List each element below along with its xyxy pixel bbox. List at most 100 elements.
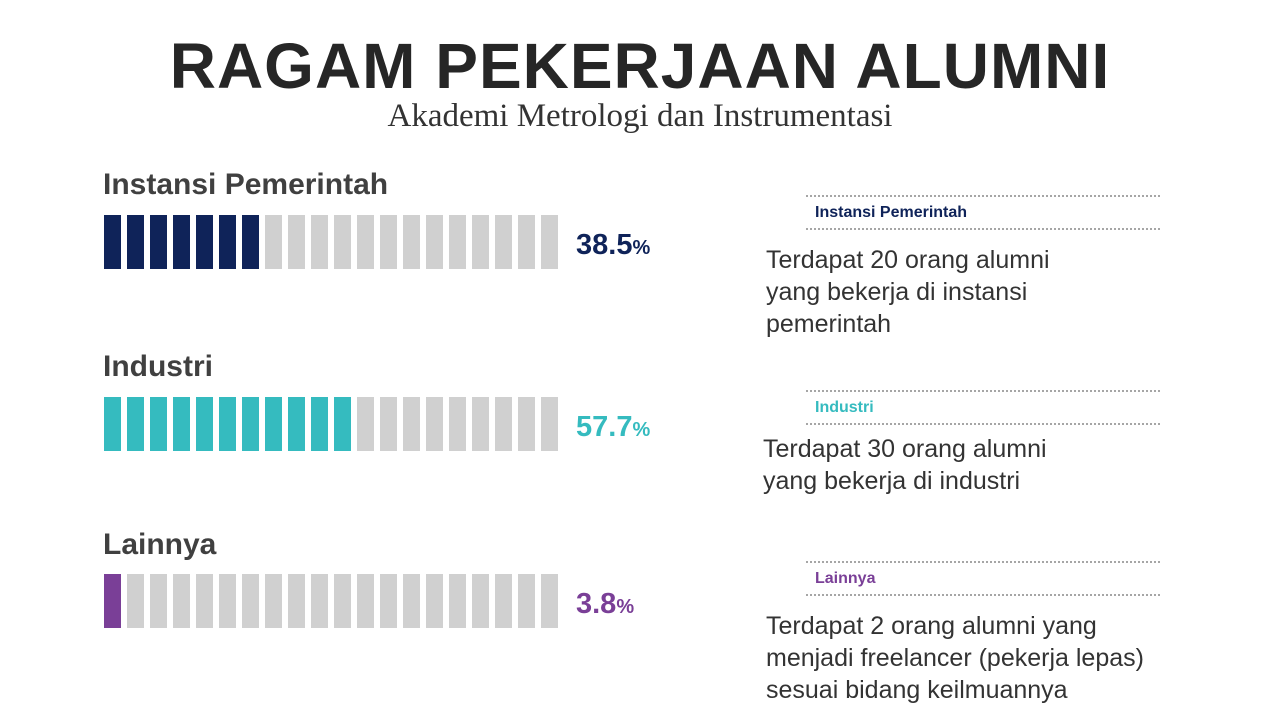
card-divider-bottom [806,594,1160,596]
bar-segment-empty [541,574,558,628]
bar-segment-empty [380,215,397,269]
bar-segment-empty [334,574,351,628]
page-subtitle: Akademi Metrologi dan Instrumentasi [387,98,893,134]
card-divider-top [806,195,1160,197]
card-title-instansi-pemerintah: Instansi Pemerintah [815,204,968,221]
bar-segment-empty [472,215,489,269]
category-label-industri: Industri [103,350,213,383]
segment-bar-industri [104,397,558,451]
bar-segment-empty [541,397,558,451]
bar-segment-empty [426,397,443,451]
card-divider-bottom [806,423,1160,425]
bar-segment-empty [173,574,190,628]
card-divider-bottom [806,228,1160,230]
bar-segment-empty [518,215,535,269]
bar-segment-filled [311,397,328,451]
bar-segment-filled [196,397,213,451]
bar-segment-filled [334,397,351,451]
bar-segment-filled [127,397,144,451]
card-title-lainnya: Lainnya [815,570,876,587]
bar-segment-empty [426,574,443,628]
bar-segment-empty [518,397,535,451]
bar-segment-empty [403,397,420,451]
description-line: Terdapat 2 orang alumni yang [766,612,1097,640]
bar-segment-filled [127,215,144,269]
bar-segment-empty [495,574,512,628]
bar-segment-empty [242,574,259,628]
description-line: yang bekerja di industri [763,467,1021,495]
description-line: sesuai bidang keilmuannya [766,676,1068,704]
bar-segment-empty [495,215,512,269]
card-description-instansi-pemerintah: Terdapat 20 orang alumni yang bekerja di… [766,244,1186,340]
bar-segment-empty [288,215,305,269]
bar-segment-empty [449,397,466,451]
description-line: Terdapat 30 orang alumni [763,435,1047,463]
percentage-unit: % [632,237,651,259]
segment-bar-instansi-pemerintah [104,215,558,269]
bar-segment-filled [104,397,121,451]
segment-bar-svg [104,397,558,451]
bar-segment-empty [541,215,558,269]
percentage-value: 57.7 [576,411,633,443]
bar-segment-filled [242,397,259,451]
bar-segment-empty [150,574,167,628]
card-divider-top [806,390,1160,392]
bar-segment-filled [196,215,213,269]
bar-segment-empty [518,574,535,628]
percentage-unit: % [616,596,635,618]
bar-segment-empty [472,574,489,628]
card-title-industri: Industri [815,399,874,416]
page-title: RAGAM PEKERJAAN ALUMNI [169,30,1111,102]
segment-bar-svg [104,574,558,628]
bar-segment-filled [288,397,305,451]
description-line: pemerintah [766,310,892,338]
bar-segment-filled [219,397,236,451]
card-description-industri: Terdapat 30 orang alumni yang bekerja di… [763,433,1183,497]
bar-segment-filled [173,397,190,451]
percentage-industri: 57.7% [576,409,650,448]
percentage-value: 3.8 [576,588,617,620]
bar-segment-empty [449,574,466,628]
bar-segment-empty [495,397,512,451]
percentage-instansi-pemerintah: 38.5% [576,227,650,266]
bar-segment-empty [219,574,236,628]
bar-segment-empty [311,574,328,628]
bar-segment-empty [357,397,374,451]
bar-segment-filled [150,215,167,269]
description-line: menjadi freelancer (pekerja lepas) [766,644,1144,672]
description-line: yang bekerja di instansi [766,278,1028,306]
bar-segment-empty [311,215,328,269]
bar-segment-empty [449,215,466,269]
bar-segment-empty [334,215,351,269]
bar-segment-empty [357,215,374,269]
card-divider-top [806,561,1160,563]
category-label-lainnya: Lainnya [103,528,217,561]
card-description-lainnya: Terdapat 2 orang alumni yang menjadi fre… [766,610,1186,706]
description-line: Terdapat 20 orang alumni [766,246,1050,274]
category-label-instansi-pemerintah: Instansi Pemerintah [103,168,389,201]
bar-segment-filled [150,397,167,451]
bar-segment-empty [472,397,489,451]
bar-segment-empty [196,574,213,628]
bar-segment-empty [380,574,397,628]
bar-segment-empty [357,574,374,628]
bar-segment-empty [403,215,420,269]
bar-segment-filled [265,397,282,451]
bar-segment-filled [104,574,121,628]
bar-segment-filled [104,215,121,269]
segment-bar-svg [104,215,558,269]
bar-segment-empty [288,574,305,628]
bar-segment-filled [173,215,190,269]
bar-segment-empty [127,574,144,628]
bar-segment-empty [380,397,397,451]
bar-segment-empty [265,215,282,269]
bar-segment-empty [426,215,443,269]
bar-segment-filled [242,215,259,269]
bar-segment-empty [403,574,420,628]
percentage-value: 38.5 [576,229,633,261]
percentage-lainnya: 3.8% [576,586,634,625]
segment-bar-lainnya [104,574,558,628]
percentage-unit: % [632,419,651,441]
bar-segment-empty [265,574,282,628]
bar-segment-filled [219,215,236,269]
